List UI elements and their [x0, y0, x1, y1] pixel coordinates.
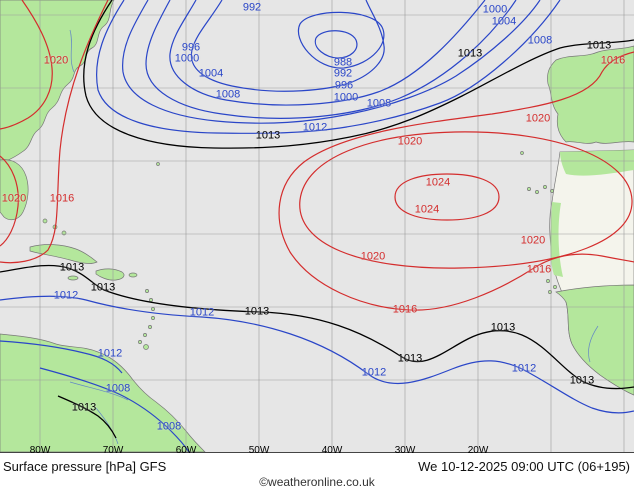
isobars-black [0, 0, 634, 439]
isobar-992 [297, 11, 385, 69]
isobar-1020-main [299, 131, 633, 269]
isobar-1004 [145, 0, 517, 119]
longitude-axis: 80W 70W 60W 50W 40W 30W 20W [0, 446, 634, 458]
land-layer [0, 0, 634, 452]
land-north-america [0, 0, 115, 165]
land-africa-sahel [555, 284, 634, 396]
island-madeira [520, 151, 524, 155]
lon-tick-label: 50W [248, 445, 270, 456]
rivers-layer [69, 29, 599, 445]
land-jamaica [67, 275, 79, 281]
river-amazon-branch [95, 407, 119, 445]
river-north-america [69, 29, 75, 73]
islands-canary [527, 185, 554, 194]
isobar-1016-west [0, 0, 109, 264]
map-canvas [0, 0, 634, 452]
isobar-1008-south [39, 367, 190, 452]
land-hispaniola [95, 268, 125, 281]
islands-lesser-antilles [138, 289, 155, 344]
lon-tick-label: 70W [102, 445, 124, 456]
isobar-988 [314, 30, 358, 59]
lon-tick-label: 80W [29, 445, 51, 456]
isobar-1013-south [0, 264, 634, 390]
land-iberia [547, 45, 634, 144]
isobar-1012-north [96, 0, 561, 134]
isobar-1013-north [83, 0, 634, 149]
isobar-1012-caribbean [0, 340, 123, 374]
lon-tick-label: 20W [467, 445, 489, 456]
island-trinidad [143, 344, 149, 350]
isobar-1020-west [0, 155, 19, 247]
isobar-1008 [122, 0, 541, 124]
land-puerto-rico [128, 272, 138, 278]
copyright-text: ©weatheronline.co.uk [259, 475, 375, 489]
lon-tick-label: 60W [175, 445, 197, 456]
land-south-america [0, 333, 206, 452]
land-cuba [29, 244, 98, 264]
isobar-1000 [169, 0, 486, 106]
island-bermuda [156, 162, 160, 166]
isobar-1024 [394, 173, 500, 221]
isobars-blue [0, 0, 634, 452]
river-africa [588, 325, 599, 363]
lon-tick-label: 40W [321, 445, 343, 456]
land-florida [0, 159, 29, 221]
river-orinoco [69, 381, 129, 401]
isobar-1012-south [0, 295, 634, 414]
isobars-red [0, 0, 634, 311]
caption-valid-time: We 10-12-2025 09:00 UTC (06+195) [418, 459, 630, 474]
isobar-1020-northwest [0, 0, 53, 130]
isobar-996 [190, 0, 385, 92]
caption-title: Surface pressure [hPa] GFS [3, 459, 167, 474]
surface-pressure-map: 992 1000 1004 1008 996 1000 1004 1008 988 992 996 1… [0, 0, 634, 453]
isobar-1013-south-america [57, 395, 117, 439]
lon-tick-label: 30W [394, 445, 416, 456]
caption-bar: Surface pressure [hPa] GFS We 10-12-2025… [0, 453, 634, 490]
